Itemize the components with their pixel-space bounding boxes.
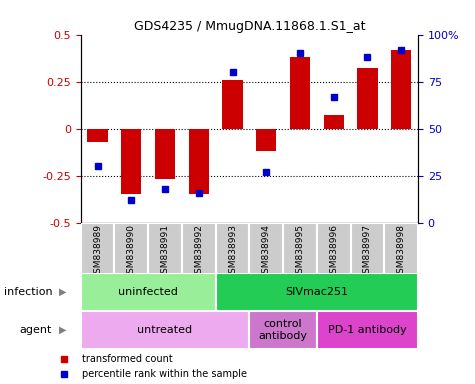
Bar	[81, 273, 216, 311]
Text: GSM838997: GSM838997	[363, 224, 372, 279]
Text: GSM838989: GSM838989	[93, 224, 102, 279]
Text: GSM838994: GSM838994	[262, 224, 271, 279]
Text: percentile rank within the sample: percentile rank within the sample	[82, 369, 247, 379]
Text: GSM838991: GSM838991	[161, 224, 170, 279]
Text: uninfected: uninfected	[118, 287, 178, 297]
Text: PD-1 antibody: PD-1 antibody	[328, 325, 407, 335]
Text: control
antibody: control antibody	[258, 319, 308, 341]
Bar	[317, 311, 418, 349]
Bar	[81, 311, 249, 349]
Text: ▶: ▶	[59, 325, 67, 335]
Bar	[148, 223, 182, 280]
Bar	[155, 129, 175, 179]
Bar	[121, 129, 142, 195]
Bar	[290, 57, 310, 129]
Text: transformed count: transformed count	[82, 354, 173, 364]
Bar	[323, 116, 344, 129]
Bar	[216, 223, 249, 280]
Text: ▶: ▶	[59, 287, 67, 297]
Text: GSM838990: GSM838990	[127, 224, 136, 279]
Bar	[283, 223, 317, 280]
Text: GSM838998: GSM838998	[397, 224, 406, 279]
Bar	[87, 129, 108, 142]
Title: GDS4235 / MmugDNA.11868.1.S1_at: GDS4235 / MmugDNA.11868.1.S1_at	[133, 20, 365, 33]
Bar	[384, 223, 418, 280]
Text: GSM838992: GSM838992	[194, 224, 203, 279]
Bar	[256, 129, 276, 151]
Bar	[222, 80, 243, 129]
Text: infection: infection	[4, 287, 52, 297]
Text: SIVmac251: SIVmac251	[285, 287, 348, 297]
Text: GSM838996: GSM838996	[329, 224, 338, 279]
Bar	[182, 223, 216, 280]
Bar	[357, 68, 378, 129]
Bar	[391, 50, 411, 129]
Bar	[189, 129, 209, 195]
Bar	[216, 273, 418, 311]
Bar	[249, 311, 317, 349]
Text: GSM838993: GSM838993	[228, 224, 237, 279]
Bar	[114, 223, 148, 280]
Text: untreated: untreated	[137, 325, 193, 335]
Text: agent: agent	[20, 325, 52, 335]
Bar	[81, 223, 114, 280]
Bar	[249, 223, 283, 280]
Text: GSM838995: GSM838995	[295, 224, 304, 279]
Bar	[351, 223, 384, 280]
Bar	[317, 223, 351, 280]
